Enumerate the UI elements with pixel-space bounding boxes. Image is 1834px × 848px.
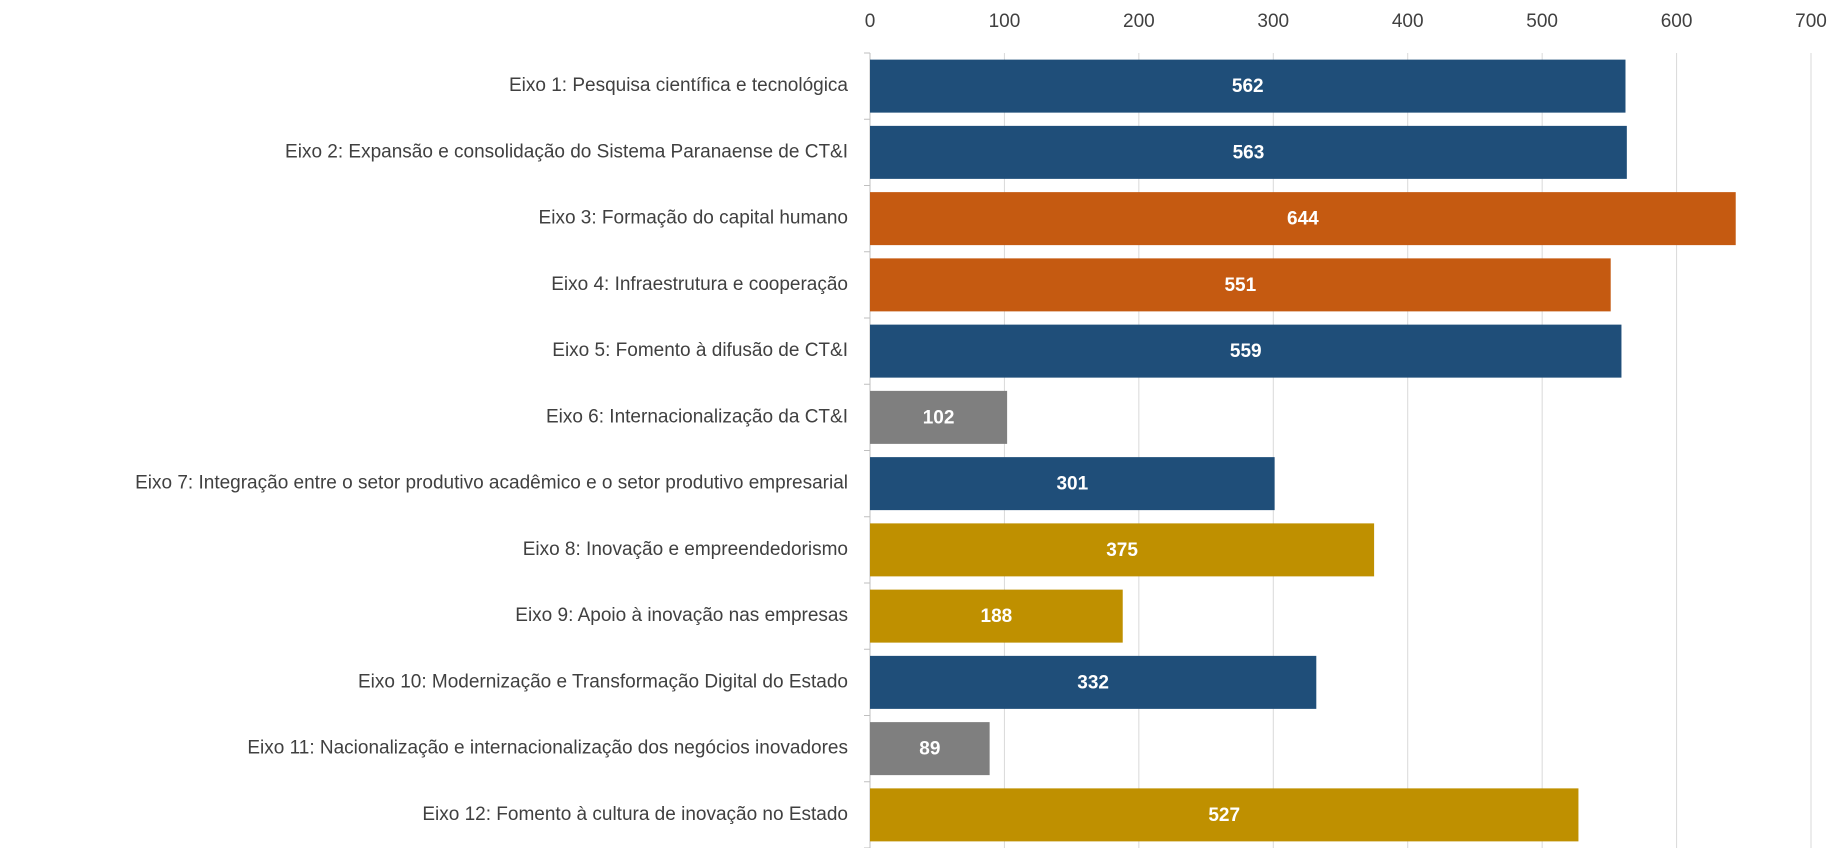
- data-label: 102: [923, 407, 955, 428]
- x-tick-label: 500: [1526, 11, 1558, 32]
- bar: [870, 125, 1627, 179]
- x-tick-label: 0: [865, 11, 876, 32]
- data-label: 332: [1077, 672, 1109, 693]
- y-tick-label: Eixo 2: Expansão e consolidação do Siste…: [285, 141, 848, 162]
- y-tick-label: Eixo 3: Formação do capital humano: [539, 208, 848, 229]
- x-tick-label: 300: [1257, 11, 1289, 32]
- bar: [870, 324, 1622, 378]
- bar: [870, 457, 1275, 511]
- y-tick-label: Eixo 12: Fomento à cultura de inovação n…: [422, 804, 848, 825]
- x-tick-label: 600: [1661, 11, 1693, 32]
- y-tick-label: Eixo 11: Nacionalização e internacionali…: [247, 738, 848, 759]
- bar: [870, 390, 1008, 444]
- x-tick-label: 400: [1392, 11, 1424, 32]
- data-label: 527: [1208, 805, 1240, 826]
- bar: [870, 59, 1626, 113]
- data-label: 563: [1233, 142, 1265, 163]
- data-label: 89: [919, 739, 940, 760]
- y-tick-label: Eixo 4: Infraestrutura e cooperação: [551, 274, 848, 295]
- bar: [870, 192, 1736, 246]
- bar: [870, 788, 1579, 842]
- data-label: 188: [981, 606, 1013, 627]
- y-tick-label: Eixo 8: Inovação e empreendedorismo: [523, 539, 848, 560]
- data-label: 551: [1224, 275, 1256, 296]
- x-tick-label: 700: [1795, 11, 1827, 32]
- bar: [870, 722, 990, 776]
- y-tick-label: Eixo 9: Apoio à inovação nas empresas: [515, 605, 848, 626]
- y-tick-label: Eixo 1: Pesquisa científica e tecnológic…: [509, 75, 848, 96]
- bar: [870, 258, 1611, 312]
- bar: [870, 655, 1317, 709]
- bar: [870, 523, 1375, 577]
- data-label: 644: [1287, 209, 1319, 230]
- y-tick-label: Eixo 6: Internacionalização da CT&I: [546, 406, 848, 427]
- data-label: 375: [1106, 540, 1138, 561]
- x-tick-label: 100: [989, 11, 1021, 32]
- data-label: 562: [1232, 76, 1264, 97]
- bar: [870, 589, 1123, 643]
- y-tick-label: Eixo 10: Modernização e Transformação Di…: [358, 671, 848, 692]
- x-tick-label: 200: [1123, 11, 1155, 32]
- data-label: 559: [1230, 341, 1262, 362]
- data-label: 301: [1056, 474, 1088, 495]
- y-tick-label: Eixo 7: Integração entre o setor produti…: [135, 473, 848, 494]
- y-tick-label: Eixo 5: Fomento à difusão de CT&I: [552, 340, 848, 361]
